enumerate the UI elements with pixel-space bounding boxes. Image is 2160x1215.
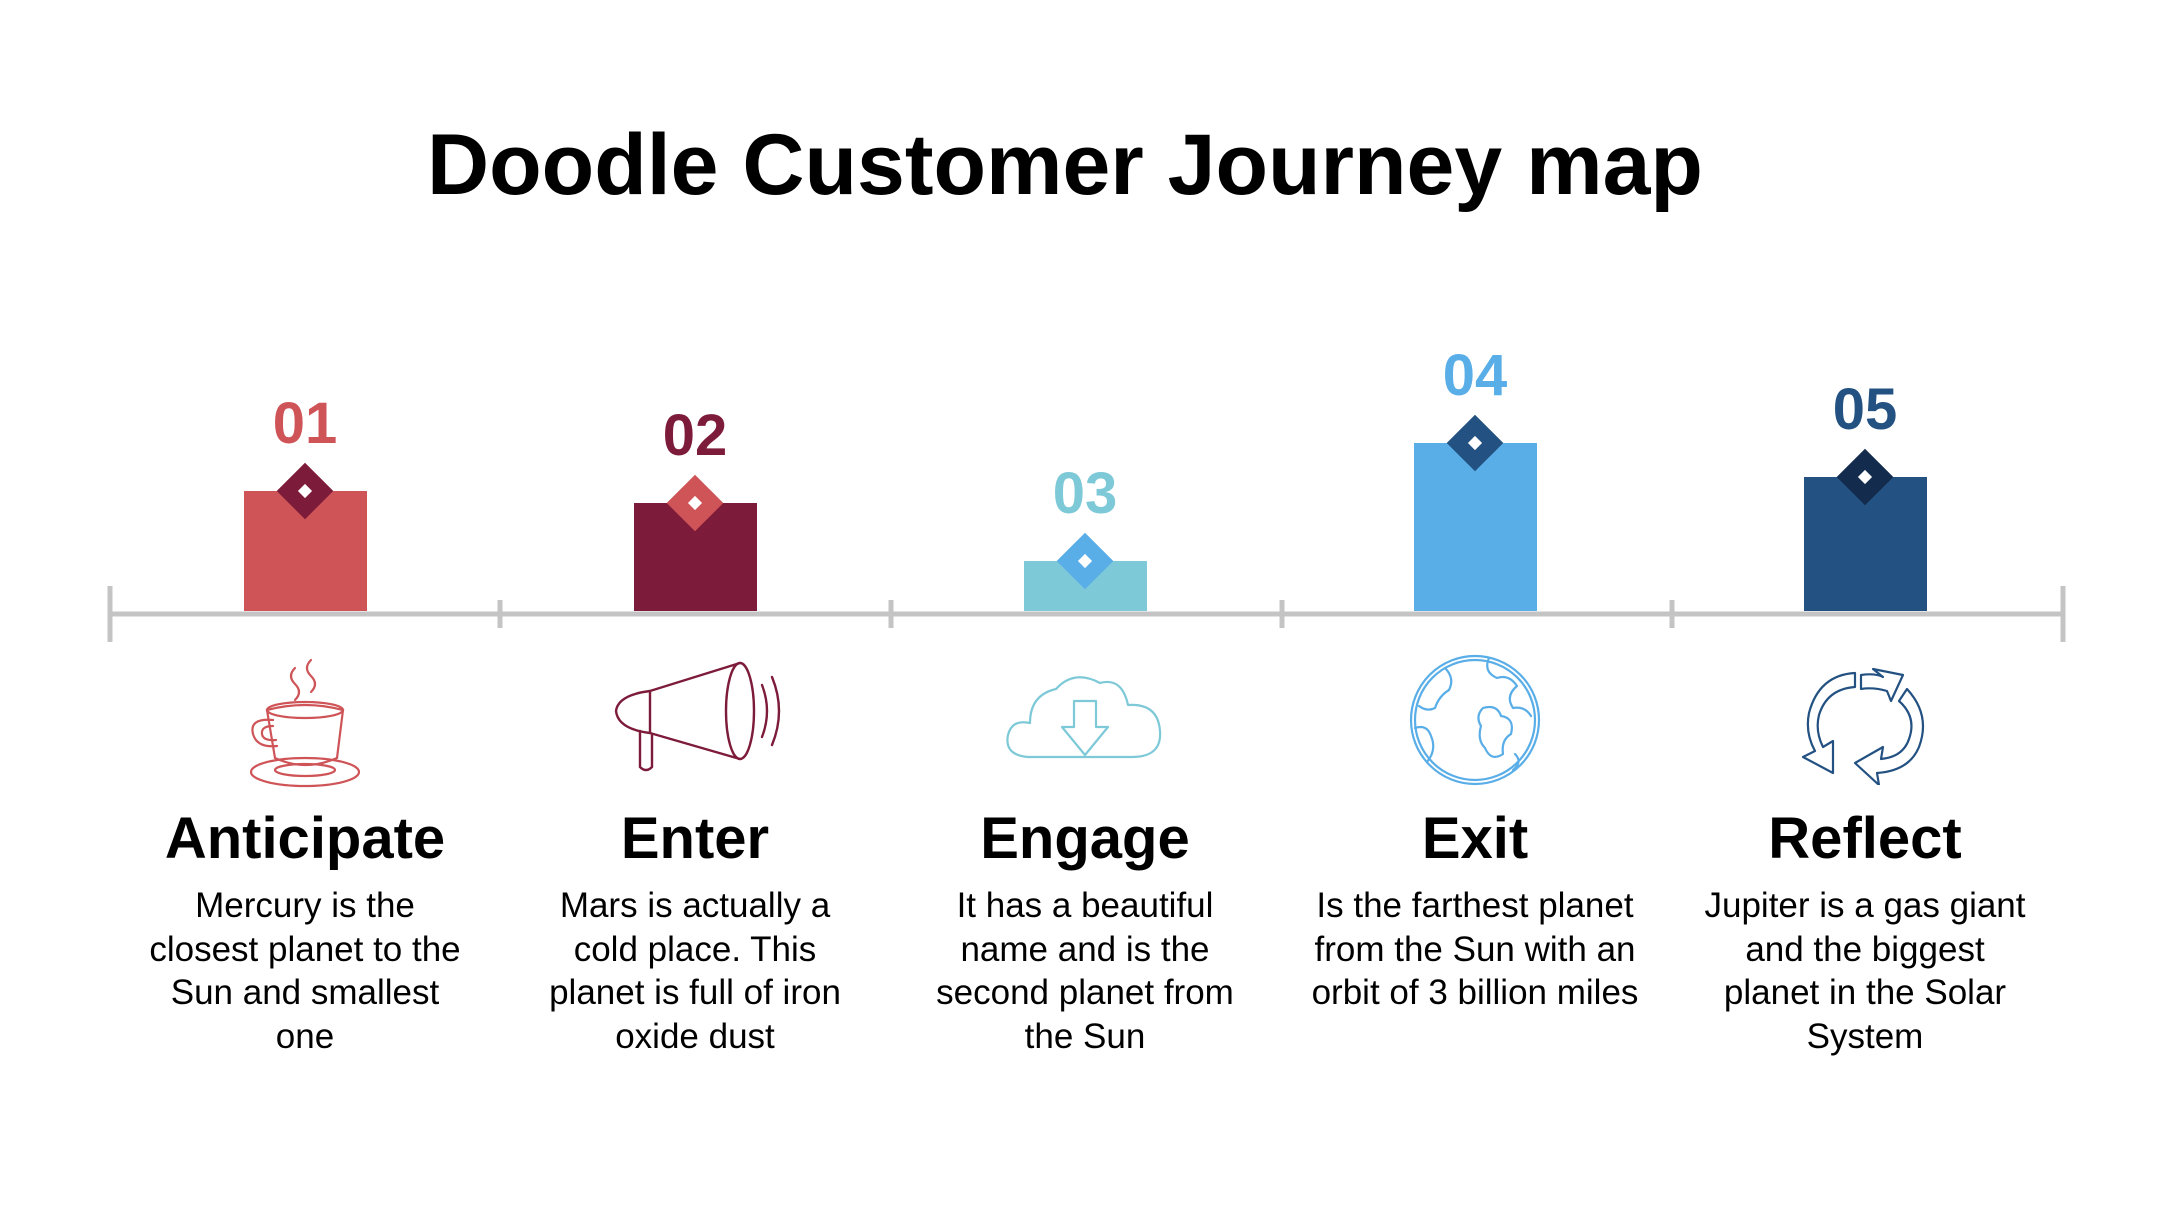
stage-description: Mars is actually a cold place. This plan… xyxy=(549,886,841,1056)
stage-description: Is the farthest planet from the Sun with… xyxy=(1311,886,1639,1012)
stage-title: Exit xyxy=(1421,806,1529,871)
stage-title: Reflect xyxy=(1768,806,1962,871)
stage-number: 05 xyxy=(1832,377,1898,442)
stage-title: Anticipate xyxy=(164,806,446,871)
stage-number: 04 xyxy=(1442,343,1508,408)
stage-title: Enter xyxy=(620,806,770,871)
page-title: Doodle Customer Journey map xyxy=(427,117,1703,213)
globe-icon xyxy=(1409,654,1541,786)
megaphone-icon xyxy=(614,661,781,772)
stage-description: Mercury is the closest planet to the Sun… xyxy=(149,886,461,1056)
recycle-arrows-icon xyxy=(1801,667,1925,785)
stage-description: It has a beautiful name and is the secon… xyxy=(936,886,1234,1056)
stage-number: 02 xyxy=(662,403,728,468)
stage-number: 03 xyxy=(1052,461,1118,526)
stage-number: 01 xyxy=(272,391,338,456)
coffee-cup-icon xyxy=(249,658,361,788)
stage-description: Jupiter is a gas giant and the biggest p… xyxy=(1704,886,2026,1056)
stage-title: Engage xyxy=(980,806,1190,871)
cloud-download-icon xyxy=(1006,676,1162,759)
